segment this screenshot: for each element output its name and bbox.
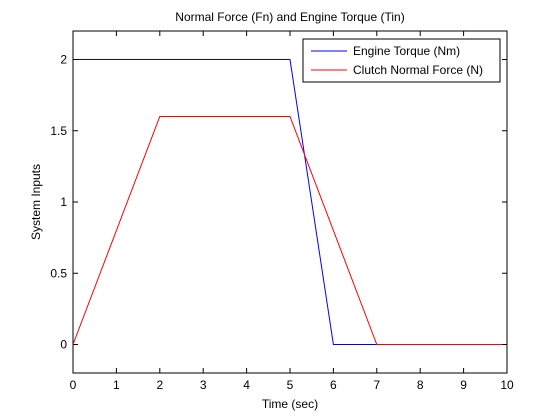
x-tick-label: 4	[243, 378, 250, 392]
legend-label-1: Engine Torque (Nm)	[353, 44, 460, 58]
x-tick-label: 5	[287, 378, 294, 392]
x-tick-label: 1	[113, 378, 120, 392]
x-tick-label: 2	[156, 378, 163, 392]
ticks-layer: 0 1 2 3 4 5 6 7 8 9 10 0 0.5 1 1.5 2	[50, 31, 514, 392]
chart-title: Normal Force (Fn) and Engine Torque (Tin…	[175, 10, 404, 24]
x-axis-label: Time (sec)	[262, 397, 318, 411]
legend-label-2: Clutch Normal Force (N)	[353, 63, 483, 77]
y-tick-label: 2	[60, 53, 67, 67]
x-tick-label: 6	[330, 378, 337, 392]
x-tick-label: 8	[417, 378, 424, 392]
x-tick-label: 0	[70, 378, 77, 392]
y-axis-label: System Inputs	[29, 164, 43, 240]
series-layer	[72, 59, 507, 345]
plot-area: 0 1 2 3 4 5 6 7 8 9 10 0 0.5 1 1.5 2	[50, 30, 514, 392]
y-tick-label: 1.5	[50, 124, 67, 138]
y-tick-label: 1	[60, 195, 67, 209]
x-tick-label: 7	[373, 378, 380, 392]
series-line-2	[72, 116, 507, 345]
y-tick-label: 0	[60, 338, 67, 352]
legend: Engine Torque (Nm) Clutch Normal Force (N…	[302, 38, 501, 83]
x-tick-label: 10	[500, 378, 514, 392]
x-tick-label: 9	[460, 378, 467, 392]
x-tick-label: 3	[200, 378, 207, 392]
y-tick-label: 0.5	[50, 266, 67, 280]
legend-box	[302, 38, 501, 83]
plot-frame	[72, 30, 508, 374]
